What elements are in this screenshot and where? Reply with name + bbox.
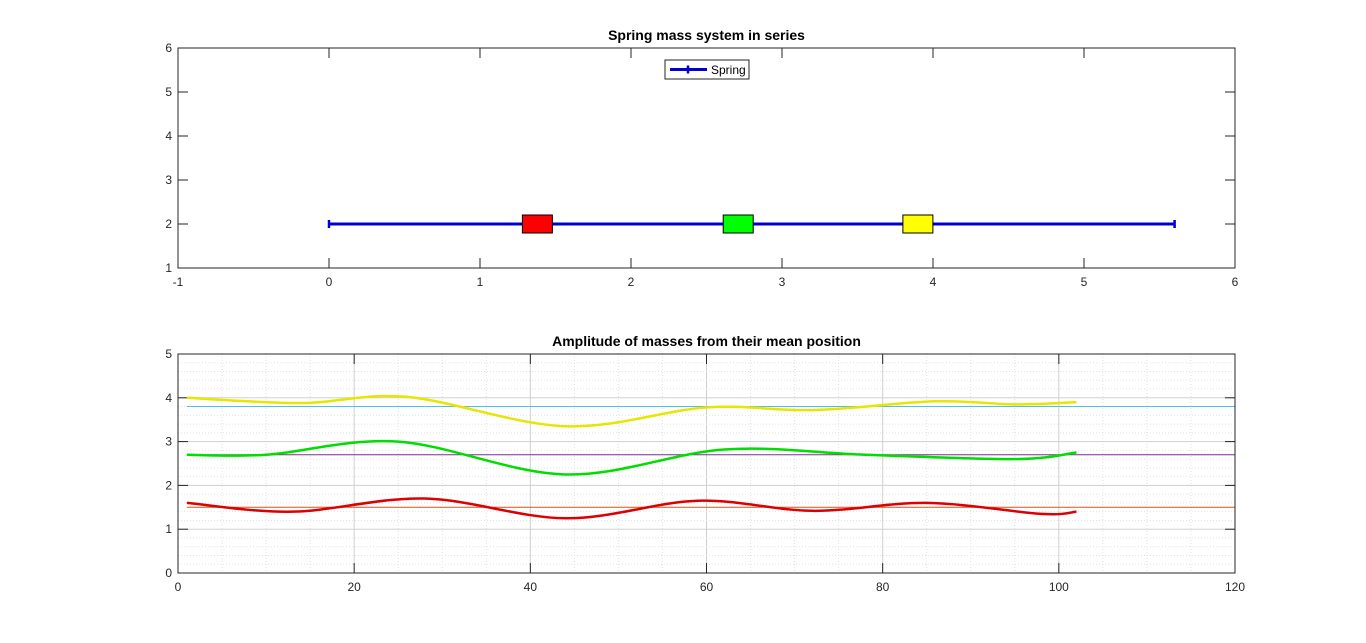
y-tick-label: 5 (165, 347, 172, 361)
legend-entry-spring: Spring (711, 63, 746, 77)
x-tick-label: 2 (628, 275, 635, 289)
y-tick-label: 5 (165, 85, 172, 99)
x-tick-labels: 0 20 40 60 80 100 120 (175, 580, 1246, 594)
x-tick-label: 60 (700, 580, 714, 594)
x-tick-label: 3 (779, 275, 786, 289)
x-tick-label: 100 (1049, 580, 1069, 594)
y-tick-label: 1 (165, 522, 172, 536)
x-tick-label: -1 (173, 275, 184, 289)
chart-title: Amplitude of masses from their mean posi… (552, 333, 861, 349)
y-tick-label: 6 (165, 41, 172, 55)
legend: Spring (664, 59, 750, 80)
x-tick-label: 0 (175, 580, 182, 594)
x-tick-label: 20 (347, 580, 361, 594)
x-tick-label: 40 (524, 580, 538, 594)
y-tick-label: 4 (165, 129, 172, 143)
amplitude-curve (186, 394, 1077, 428)
amplitude-curve (186, 439, 1077, 476)
amplitude-axes: 0 20 40 60 80 100 120 0 1 2 3 4 5 Amplitude of mass… (165, 333, 1245, 594)
x-tick-label: 1 (477, 275, 484, 289)
y-tick-label: 3 (165, 173, 172, 187)
y-tick-label: 0 (165, 566, 172, 580)
y-tick-label: 4 (165, 391, 172, 405)
y-tick-label: 1 (165, 261, 172, 275)
x-tick-label: 0 (326, 275, 333, 289)
mass-block (521, 214, 553, 234)
mass-block (902, 214, 934, 234)
amplitude-curve (186, 497, 1077, 520)
x-tick-label: 5 (1081, 275, 1088, 289)
tick-marks (177, 47, 1236, 269)
x-tick-label: 120 (1225, 580, 1245, 594)
x-tick-label: 4 (930, 275, 937, 289)
y-tick-label: 2 (165, 478, 172, 492)
axes-box (177, 47, 1236, 269)
y-tick-labels: 0 1 2 3 4 5 (165, 347, 172, 580)
chart-title: Spring mass system in series (608, 27, 805, 43)
x-tick-label: 6 (1232, 275, 1239, 289)
y-tick-labels: 1 2 3 4 5 6 (165, 41, 172, 275)
x-tick-labels: -1 0 1 2 3 4 5 6 (173, 275, 1239, 289)
y-tick-label: 2 (165, 217, 172, 231)
series-group (186, 394, 1235, 520)
axes-frame (177, 353, 1236, 574)
x-tick-label: 80 (876, 580, 890, 594)
y-tick-label: 3 (165, 435, 172, 449)
mass-group (521, 214, 934, 234)
mass-block (722, 214, 754, 234)
spring-mass-axes: -1 0 1 2 3 4 5 6 1 2 3 4 5 6 Spring mass system in s… (165, 27, 1238, 289)
